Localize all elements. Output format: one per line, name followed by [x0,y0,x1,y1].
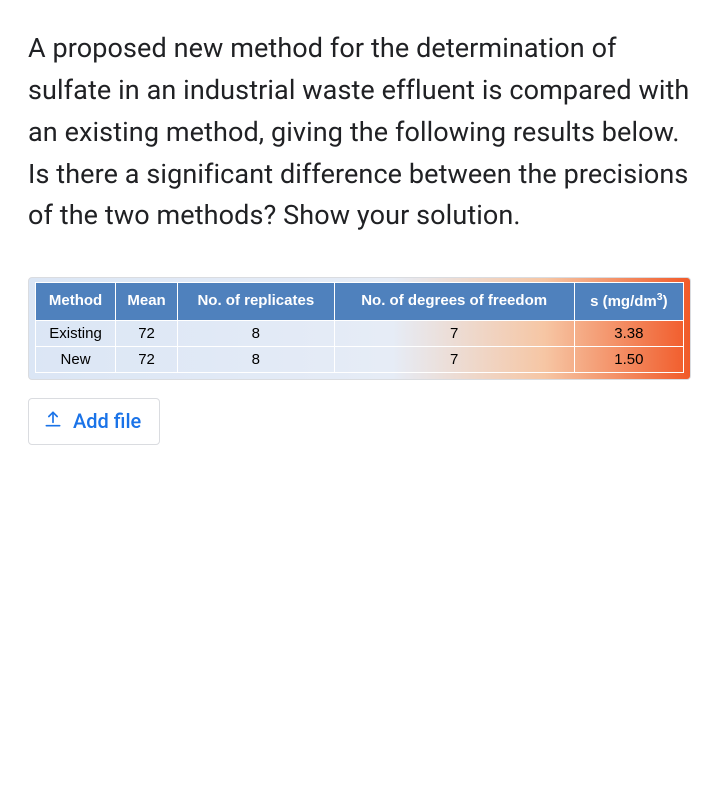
cell-method: Existing [36,320,116,346]
add-file-label: Add file [73,409,141,433]
cell-s: 3.38 [574,320,683,346]
col-s-label-part1: s (mg/dm [590,293,657,310]
table-row: Existing 72 8 7 3.38 [36,320,684,346]
col-s-label-part2: ) [663,293,668,310]
cell-mean: 72 [116,346,178,372]
col-replicates: No. of replicates [178,283,335,321]
results-table-container: Method Mean No. of replicates No. of deg… [28,277,691,380]
cell-method: New [36,346,116,372]
table-row: New 72 8 7 1.50 [36,346,684,372]
add-file-button[interactable]: Add file [28,398,160,445]
col-mean: Mean [116,283,178,321]
upload-icon [43,409,63,434]
col-method: Method [36,283,116,321]
cell-dof: 7 [334,320,574,346]
cell-replicates: 8 [178,346,335,372]
col-s: s (mg/dm3) [574,283,683,321]
question-text: A proposed new method for the determinat… [28,28,691,237]
cell-replicates: 8 [178,320,335,346]
results-table: Method Mean No. of replicates No. of deg… [35,282,684,373]
table-header-row: Method Mean No. of replicates No. of deg… [36,283,684,321]
cell-s: 1.50 [574,346,683,372]
cell-mean: 72 [116,320,178,346]
cell-dof: 7 [334,346,574,372]
col-dof: No. of degrees of freedom [334,283,574,321]
